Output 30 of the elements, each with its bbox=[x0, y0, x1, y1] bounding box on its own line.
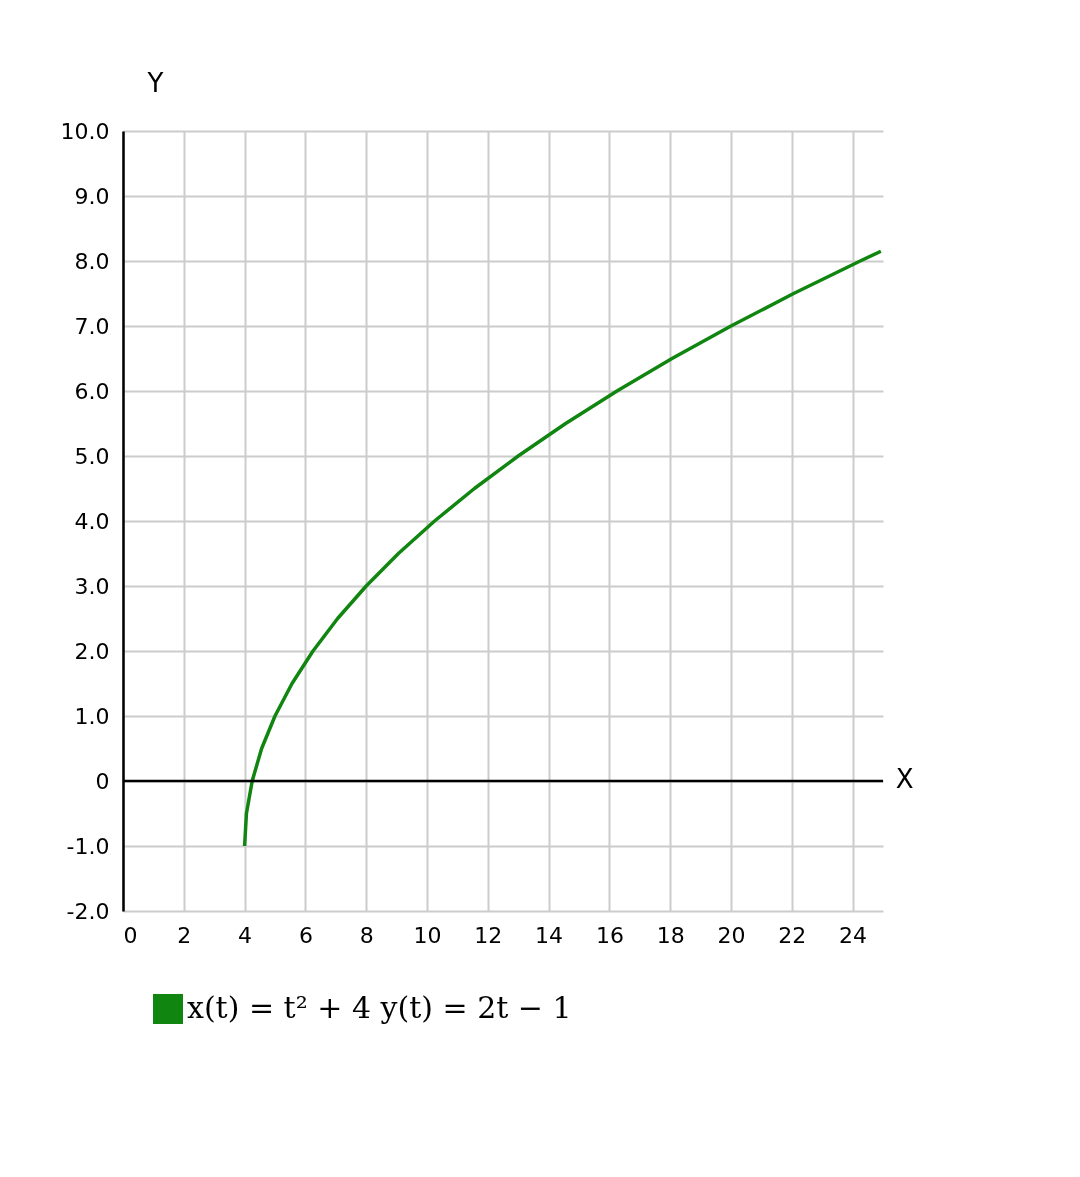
x-tick-label: 20 bbox=[717, 922, 746, 948]
x-tick-label: 14 bbox=[535, 922, 564, 948]
y-tick-label: 3.0 bbox=[74, 573, 110, 599]
y-tick-label: -2.0 bbox=[66, 898, 110, 924]
x-tick-label: 4 bbox=[238, 922, 253, 948]
x-axis-title: X bbox=[895, 763, 914, 794]
x-tick-label: 24 bbox=[839, 922, 868, 948]
y-tick-label: 7.0 bbox=[74, 313, 110, 339]
line-series bbox=[242, 249, 883, 848]
y-tick-label: 1.0 bbox=[74, 703, 110, 729]
x-tick-label: 2 bbox=[177, 922, 192, 948]
y-tick-label: -1.0 bbox=[66, 833, 110, 859]
y-tick-label: 2.0 bbox=[74, 638, 110, 664]
x-tick-label: 22 bbox=[778, 922, 807, 948]
legend-label: x(t) = t² + 4 y(t) = 2t − 1 bbox=[187, 990, 572, 1025]
x-tick-label: 0 bbox=[123, 922, 138, 948]
x-tick-label: 8 bbox=[359, 922, 374, 948]
y-axis-title: Y bbox=[146, 67, 164, 98]
y-tick-label: 10.0 bbox=[60, 118, 110, 144]
y-tick-label: 4.0 bbox=[74, 508, 110, 534]
x-tick-label: 6 bbox=[298, 922, 313, 948]
y-tick-label: 6.0 bbox=[74, 378, 110, 404]
x-tick-label: 10 bbox=[413, 922, 442, 948]
x-tick-label: 18 bbox=[656, 922, 685, 948]
y-tick-label: 0 bbox=[95, 768, 110, 794]
y-tick-label: 8.0 bbox=[74, 248, 110, 274]
x-tick-label: 12 bbox=[474, 922, 503, 948]
x-tick-label: 16 bbox=[595, 922, 624, 948]
y-tick-label: 9.0 bbox=[74, 183, 110, 209]
y-tick-label: 5.0 bbox=[74, 443, 110, 469]
